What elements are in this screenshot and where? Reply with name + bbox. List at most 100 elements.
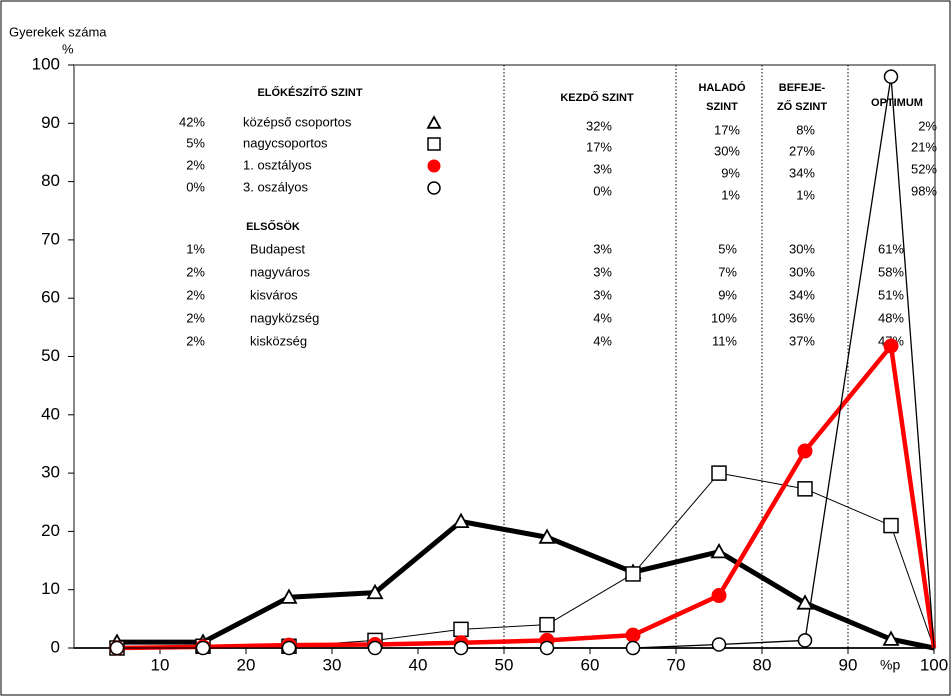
x-tick-label: 100 — [920, 655, 948, 674]
x-tick-label: 50 — [495, 655, 514, 674]
share-label: 2% — [918, 118, 937, 133]
x-tick-label: 30 — [323, 655, 342, 674]
share-label: 51% — [878, 287, 904, 302]
legend-label: nagycsoportos — [243, 135, 328, 150]
share-label: 98% — [911, 183, 937, 198]
marker-triangle — [280, 588, 298, 604]
share-label: 9% — [721, 165, 740, 180]
share-label: 11% — [712, 333, 737, 348]
level-header: BEFEJE- — [779, 82, 826, 94]
y-tick-label: 0 — [51, 637, 60, 656]
marker-circle — [625, 640, 641, 656]
marker-circle — [883, 69, 899, 84]
share-label: 9% — [718, 287, 737, 302]
share-label: 3% — [593, 161, 612, 176]
share-label: 34% — [789, 287, 815, 302]
share-label: 30% — [714, 143, 740, 158]
level-header: SZINT — [706, 101, 738, 113]
share-label: 10% — [711, 310, 737, 325]
share-label: 1% — [721, 187, 740, 202]
y-tick-label: 20 — [41, 521, 60, 540]
marker-dot — [625, 627, 641, 643]
share-label: 17% — [586, 139, 612, 154]
marker-circle — [195, 640, 211, 656]
x-tick-label: 90 — [839, 655, 858, 674]
level-header: KEZDŐ SZINT — [560, 91, 634, 104]
marker-triangle — [882, 630, 900, 646]
share-label: 27% — [789, 143, 815, 158]
share-label: 1% — [796, 187, 815, 202]
marker-square — [453, 621, 469, 638]
x-axis-label: %p — [880, 657, 900, 673]
share-label: 1% — [186, 241, 205, 256]
x-tick-label: 60 — [581, 655, 600, 674]
share-label: 2% — [186, 333, 205, 348]
share-label: 30% — [789, 241, 815, 256]
share-label: 30% — [789, 264, 815, 279]
marker-dot — [427, 159, 441, 173]
level-header: OPTIMUM — [871, 97, 923, 109]
x-tick-label: 70 — [667, 655, 686, 674]
y-tick-label: 80 — [41, 171, 60, 190]
y-tick-label: 70 — [41, 229, 60, 248]
share-label: 3% — [593, 241, 612, 256]
level-header: ZŐ SZINT — [777, 100, 827, 113]
marker-square — [625, 566, 641, 582]
share-label: 2% — [186, 157, 205, 172]
share-label: 48% — [878, 310, 904, 325]
marker-circle — [281, 640, 297, 656]
y-tick-label: 100 — [32, 54, 60, 73]
marker-circle — [711, 637, 727, 652]
row-label: nagyközség — [250, 310, 319, 325]
share-label: 17% — [714, 122, 740, 137]
share-label: 8% — [796, 122, 815, 137]
x-tick-label: 10 — [151, 655, 170, 674]
share-label: 36% — [789, 310, 815, 325]
marker-square — [711, 465, 727, 481]
legend-label: középső csoportos — [243, 114, 352, 129]
share-label: 21% — [911, 139, 937, 154]
level-header: ELŐKÉSZÍTŐ SZINT — [257, 86, 362, 99]
marker-circle — [539, 640, 555, 656]
legend-label: 1. osztályos — [243, 157, 312, 172]
marker-square — [883, 517, 899, 534]
share-label: 7% — [718, 264, 737, 279]
share-label: 61% — [878, 241, 904, 256]
marker-circle — [453, 640, 469, 656]
y-tick-label: 10 — [41, 579, 60, 598]
y-unit: % — [62, 41, 74, 56]
legend-label: 3. oszályos — [243, 179, 309, 194]
share-label: 3% — [593, 287, 612, 302]
row-label: kisváros — [250, 287, 298, 302]
marker-dot — [883, 338, 899, 354]
marker-triangle — [426, 115, 442, 129]
marker-circle — [109, 640, 125, 656]
share-label: 5% — [718, 241, 737, 256]
marker-triangle — [452, 512, 470, 528]
y-tick-label: 40 — [41, 404, 60, 423]
share-label: 2% — [186, 287, 205, 302]
y-tick-label: 60 — [41, 288, 60, 307]
marker-triangle — [796, 594, 814, 610]
marker-triangle — [366, 583, 384, 600]
x-tick-label: 80 — [753, 655, 772, 674]
level-header: HALADÓ — [698, 81, 745, 94]
share-label: 0% — [593, 183, 612, 198]
chart-title: Gyerekek száma — [9, 24, 107, 39]
marker-circle — [797, 633, 813, 648]
marker-triangle — [710, 542, 728, 559]
marker-dot — [797, 443, 813, 459]
share-label: 3% — [593, 264, 612, 279]
row-label: kisközség — [250, 333, 307, 348]
share-label: 2% — [186, 310, 205, 325]
share-label: 4% — [593, 310, 612, 325]
share-label: 32% — [586, 118, 612, 133]
marker-circle — [427, 181, 441, 195]
marker-circle — [367, 640, 383, 656]
x-tick-label: 20 — [237, 655, 256, 674]
share-label: 52% — [911, 161, 937, 176]
share-label: 4% — [593, 333, 612, 348]
marker-square — [427, 137, 441, 151]
